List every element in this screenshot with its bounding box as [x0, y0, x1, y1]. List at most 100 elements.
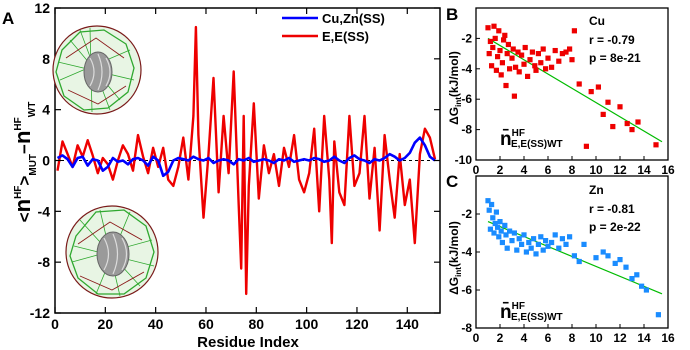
y-label-n: n [10, 199, 35, 212]
x-label-n: n̄ [500, 129, 512, 150]
scatter-point [639, 283, 645, 289]
protein-structure-image-top [52, 25, 142, 115]
scatter-point [501, 37, 507, 43]
scatter-point [629, 276, 635, 282]
y-tick-label: -8 [461, 123, 472, 137]
panel-c-r-value: r = -0.81 [589, 202, 635, 216]
y-tick-label: -8 [461, 321, 472, 335]
panel-b-x-axis-label: n̄HF E,E(SS)WT [500, 128, 563, 150]
scatter-point [511, 93, 517, 99]
x-tick-label: 14 [637, 331, 651, 345]
x-tick-label: 12 [613, 163, 627, 177]
scatter-point [545, 243, 551, 249]
scatter-point [552, 232, 558, 238]
scatter-point [535, 241, 541, 247]
scatter-point [527, 57, 533, 63]
x-label-sub: E,E(SS)WT [511, 139, 563, 150]
svg-text:ΔGint(kJ/mol): ΔGint(kJ/mol) [447, 51, 463, 125]
x-tick-label: 10 [589, 331, 603, 345]
scatter-point [612, 260, 618, 266]
scatter-point [588, 89, 594, 95]
scatter-point [519, 241, 525, 247]
scatter-point [610, 123, 616, 130]
x-label-sup: HF [512, 301, 525, 312]
scatter-point [635, 119, 641, 125]
scatter-point [545, 55, 551, 61]
x-tick-label: 6 [545, 331, 552, 345]
scatter-point [507, 66, 513, 72]
y-label-minus: − [15, 144, 34, 154]
scatter-point [522, 44, 528, 51]
scatter-point [552, 47, 558, 54]
scatter-point [581, 241, 587, 247]
panel-letter-a: A [2, 9, 14, 28]
scatter-point [540, 46, 546, 52]
panel-b-p-value: p = 8e-21 [589, 51, 641, 65]
scatter-point [567, 234, 573, 240]
y-tick-label: -10 [455, 153, 473, 167]
scatter-point [495, 54, 501, 60]
y-label-gt: > [15, 176, 34, 186]
series-line-cu-zn [56, 136, 436, 178]
series-line-e-e [56, 25, 437, 296]
svg-text:n̄HFE,E(SS)WT: n̄HF E,E(SS)WT [500, 128, 563, 150]
scatter-point [509, 238, 515, 244]
protein-structure-image-bottom [65, 205, 159, 299]
x-tick-label: 2 [497, 163, 504, 177]
scatter-point [498, 228, 504, 234]
scatter-point [504, 51, 510, 57]
scatter-point [487, 38, 493, 45]
x-tick-label: 0 [51, 316, 59, 332]
scatter-point [600, 111, 606, 117]
x-label-sup: HF [512, 128, 525, 139]
y-label-sub2: WT [27, 102, 38, 118]
legend-label-e-e: E,E(SS) [322, 29, 369, 44]
scatter-point [643, 287, 649, 293]
x-tick-label: 8 [569, 163, 576, 177]
scatter-point [519, 52, 525, 58]
y-label-sup2: HF [13, 117, 24, 130]
scatter-point [496, 28, 502, 34]
scatter-point [593, 255, 599, 261]
y-label-sup1: HF [13, 186, 24, 199]
x-tick-label: 2 [497, 331, 504, 345]
panel-c-x-axis-label: n̄HF E,E(SS)WT [500, 301, 563, 323]
panel-a-x-axis-label: Residue Index [197, 334, 299, 350]
scatter-point [490, 215, 496, 221]
scatter-point [503, 232, 509, 238]
panel-letter-b: B [446, 5, 458, 24]
x-tick-label: 4 [521, 163, 528, 177]
scatter-point [533, 251, 539, 257]
scatter-point [655, 312, 661, 318]
scatter-point [492, 35, 498, 41]
scatter-point [493, 67, 499, 73]
x-tick-label: 80 [249, 316, 265, 332]
svg-text:ΔGint(kJ/mol): ΔGint(kJ/mol) [447, 221, 463, 295]
scatter-point [489, 63, 495, 69]
x-tick-label: 60 [198, 316, 214, 332]
x-tick-label: 16 [661, 163, 675, 177]
scatter-point [540, 247, 546, 253]
scatter-point [624, 120, 630, 127]
scatter-point [617, 257, 623, 263]
panel-b-chart: 0 2 4 6 8 10 12 14 16 -2 -4 -6 -8 -10 Cu r = -0.79 p … [447, 7, 675, 177]
panel-b-y-axis-label: ΔGint(kJ/mol) [447, 51, 463, 125]
y-label-bracket-open: < [15, 212, 34, 222]
scatter-point [595, 84, 601, 90]
scatter-point [491, 23, 497, 29]
y-tick-label: -6 [461, 283, 472, 297]
scatter-point [499, 239, 505, 246]
legend-label-cu-zn: Cu,Zn(SS) [322, 11, 385, 26]
scatter-point [634, 272, 640, 278]
scatter-point [576, 258, 582, 265]
scatter-point [502, 222, 508, 228]
scatter-point [583, 143, 589, 149]
regression-fit-line [487, 37, 663, 143]
panel-b-element-label: Cu [589, 14, 605, 28]
scatter-point [489, 201, 495, 208]
scatter-point [653, 142, 659, 148]
y-tick-label: 8 [42, 51, 50, 67]
x-tick-label: 140 [396, 316, 420, 332]
